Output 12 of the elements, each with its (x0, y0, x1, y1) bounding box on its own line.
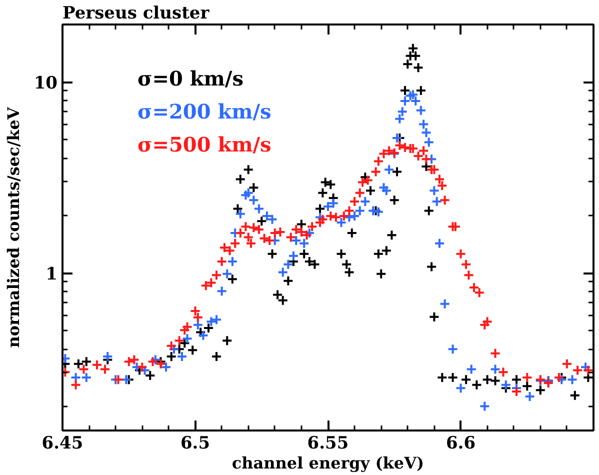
x-tick-label: 6.6 (446, 434, 476, 454)
chart-title: Perseus cluster (62, 4, 210, 24)
text: σ=200 km/s (138, 100, 272, 124)
x-axis-title: channel energy (keV) (232, 454, 424, 472)
y-tick-label: 10 (34, 74, 58, 94)
x-tick-label: 6.5 (180, 434, 210, 454)
y-axis-title: normalized counts/sec/keV (4, 106, 23, 348)
x-tick-label: 6.45 (42, 434, 84, 454)
x-tick-label: 6.55 (307, 434, 349, 454)
text: σ=0 km/s (138, 66, 244, 90)
text: σ=500 km/s (138, 132, 272, 156)
y-tick-label: 1 (46, 264, 58, 285)
